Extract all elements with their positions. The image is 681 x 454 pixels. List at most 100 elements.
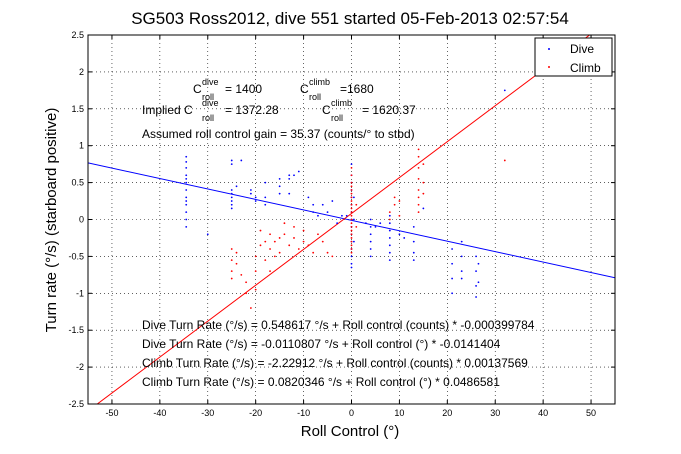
y-tick-label: -0.5 — [68, 251, 84, 261]
data-point-climb — [350, 189, 353, 191]
data-point-climb — [350, 185, 353, 188]
data-point-dive — [398, 233, 401, 236]
data-point-climb — [503, 159, 506, 162]
data-point-climb — [350, 225, 353, 228]
data-point-dive — [185, 189, 188, 191]
c-dive-symbol: C — [193, 82, 202, 96]
data-point-dive — [374, 225, 377, 228]
x-tick-label: -50 — [105, 408, 118, 418]
data-point-dive — [352, 196, 355, 199]
legend-dive-marker — [548, 48, 550, 50]
data-point-dive — [350, 262, 353, 265]
data-point-dive — [254, 196, 257, 199]
data-point-climb — [235, 262, 238, 265]
annotation-fit-dive-degrees: Dive Turn Rate (°/s) = -0.0110807 °/s + … — [142, 337, 501, 351]
data-point-dive — [477, 262, 480, 265]
data-point-climb — [235, 251, 238, 254]
data-point-dive — [297, 170, 300, 173]
y-tick-label: -1 — [76, 288, 84, 298]
data-point-dive — [350, 266, 353, 269]
data-point-climb — [350, 251, 353, 254]
data-point-dive — [288, 174, 291, 177]
data-point-dive — [230, 159, 233, 162]
data-point-climb — [293, 225, 295, 228]
data-point-climb — [398, 200, 401, 202]
data-point-climb — [393, 203, 396, 206]
data-point-climb — [245, 281, 248, 284]
data-point-dive — [460, 277, 463, 280]
c-dive-superscript: dive — [202, 77, 219, 87]
data-point-climb — [312, 251, 315, 254]
data-point-climb — [417, 196, 420, 199]
data-point-climb — [355, 203, 358, 206]
data-point-dive — [460, 240, 463, 243]
data-point-dive — [288, 192, 291, 195]
y-tick-label: -2 — [76, 362, 84, 372]
data-point-dive — [326, 211, 329, 214]
data-point-climb — [321, 240, 324, 243]
implied-dive-value: = 1372.28 — [225, 103, 279, 117]
c-dive-subscript: roll — [202, 92, 214, 102]
data-point-dive — [235, 185, 238, 188]
data-point-climb — [245, 292, 248, 295]
x-tick-label: 40 — [538, 408, 548, 418]
c-climb-subscript: roll — [309, 92, 321, 102]
data-point-dive — [412, 240, 415, 243]
data-point-climb — [264, 259, 267, 261]
legend-climb-marker — [548, 66, 550, 68]
data-point-climb — [259, 244, 262, 247]
data-point-dive — [185, 225, 188, 228]
data-point-climb — [288, 244, 291, 247]
y-tick-label: -1.5 — [68, 325, 84, 335]
data-point-dive — [230, 163, 233, 166]
data-point-dive — [460, 255, 463, 258]
y-axis-label: Turn rate (°/s) (starboard positive) — [43, 108, 60, 333]
data-point-dive — [230, 207, 233, 210]
data-point-climb — [350, 181, 353, 184]
data-point-climb — [269, 233, 271, 236]
x-tick-label: -40 — [153, 408, 166, 418]
implied-prefix: Implied C — [142, 103, 193, 117]
data-point-dive — [352, 240, 355, 243]
c-climb-value: =1680 — [340, 82, 374, 96]
data-point-dive — [185, 174, 188, 177]
data-point-climb — [240, 273, 243, 276]
data-point-climb — [350, 174, 353, 177]
y-tick-label: 2.5 — [71, 30, 84, 40]
annotation-c-dive: C dive roll = 1400 — [193, 77, 262, 102]
data-point-dive — [312, 203, 315, 206]
data-point-climb — [350, 166, 353, 169]
implied-climb-symbol: C — [322, 103, 331, 117]
data-point-climb — [417, 178, 420, 180]
data-point-climb — [422, 163, 425, 166]
data-point-climb — [283, 222, 286, 225]
data-point-climb — [283, 233, 286, 236]
x-tick-label: 0 — [349, 408, 354, 418]
data-point-dive — [185, 161, 188, 163]
data-points — [185, 89, 506, 309]
data-point-climb — [331, 255, 334, 258]
data-point-climb — [350, 218, 353, 221]
data-point-dive — [364, 222, 367, 225]
legend-box — [534, 37, 613, 77]
data-point-dive — [369, 248, 372, 250]
data-point-dive — [345, 214, 348, 217]
data-point-dive — [307, 196, 310, 199]
data-point-climb — [302, 229, 305, 232]
data-point-climb — [350, 222, 353, 225]
fit-line-climb — [96, 35, 591, 404]
data-point-climb — [350, 211, 353, 214]
data-point-climb — [350, 248, 353, 250]
data-point-dive — [336, 222, 339, 225]
data-point-climb — [350, 244, 353, 247]
grid-lines — [88, 34, 615, 405]
data-point-climb — [350, 203, 353, 206]
data-point-dive — [185, 178, 188, 180]
data-point-climb — [398, 214, 401, 217]
legend-climb-label: Climb — [570, 61, 601, 75]
data-point-dive — [264, 181, 267, 184]
data-point-dive — [288, 178, 291, 180]
axis-ticks: -50 -40 -30 -20 -10 0 10 20 30 40 50-2.5-2-1.5-1-0… — [68, 30, 615, 418]
c-climb-superscript: climb — [309, 77, 330, 87]
